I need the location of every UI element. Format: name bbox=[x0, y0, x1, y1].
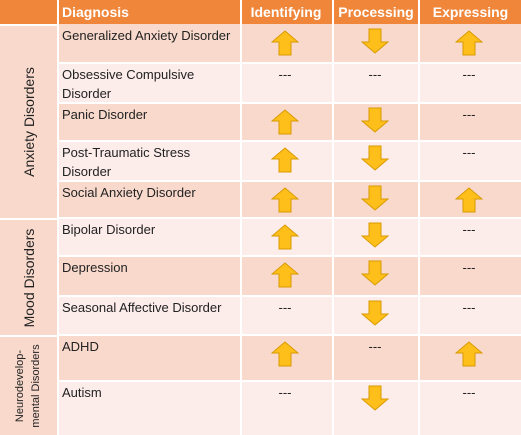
diagnosis-name: Obsessive Compulsive Disorder bbox=[62, 67, 195, 101]
empty-marker: --- bbox=[368, 339, 382, 354]
arrow-up-icon bbox=[455, 187, 483, 213]
diagnosis-name: Panic Disorder bbox=[62, 107, 148, 122]
header-identifying: Identifying bbox=[250, 4, 322, 20]
group-neurodevelopmental-disorders: Neurodevelop- mental Disorders bbox=[0, 335, 57, 435]
empty-marker: --- bbox=[278, 385, 292, 400]
table-row bbox=[0, 63, 521, 103]
group-label-mood: Mood Disorders bbox=[20, 228, 37, 327]
group-label-neurodevelopmental: Neurodevelop- mental Disorders bbox=[13, 344, 45, 427]
row-divider bbox=[57, 217, 521, 219]
header-expressing: Expressing bbox=[432, 4, 509, 20]
arrow-up-icon bbox=[271, 109, 299, 135]
group-label-line-1: Neurodevelop- bbox=[13, 349, 26, 423]
arrow-down-icon bbox=[361, 185, 389, 211]
arrow-down-icon bbox=[361, 385, 389, 411]
diagnosis-name: ADHD bbox=[62, 339, 99, 354]
diagnosis-name: Seasonal Affective Disorder bbox=[62, 300, 222, 315]
row-divider bbox=[57, 140, 521, 142]
diagnosis-name: Bipolar Disorder bbox=[62, 222, 156, 237]
arrow-down-shape-bipolar-disorder-processing bbox=[361, 222, 389, 248]
header-processing: Processing bbox=[338, 4, 414, 20]
arrow-down-shape-social-anxiety-disorder-processing bbox=[361, 185, 389, 211]
empty-marker: --- bbox=[278, 67, 292, 82]
group-label-anxiety: Anxiety Disorders bbox=[20, 67, 37, 177]
arrow-up-icon bbox=[271, 187, 299, 213]
diagnosis-name: Generalized Anxiety Disorder bbox=[62, 28, 231, 43]
row-divider bbox=[57, 180, 521, 182]
table-row bbox=[0, 218, 521, 256]
row-divider bbox=[57, 255, 521, 257]
row-divider bbox=[57, 102, 521, 104]
empty-marker: --- bbox=[368, 67, 382, 82]
empty-marker: --- bbox=[462, 145, 476, 160]
arrow-up-shape-social-anxiety-disorder-identifying bbox=[271, 187, 299, 213]
arrow-up-icon bbox=[455, 30, 483, 56]
table-row bbox=[0, 103, 521, 141]
empty-marker: --- bbox=[462, 300, 476, 315]
empty-marker: --- bbox=[462, 385, 476, 400]
table-row bbox=[0, 381, 521, 435]
empty-marker: --- bbox=[462, 260, 476, 275]
arrow-up-icon bbox=[271, 341, 299, 367]
arrow-down-shape-generalized-anxiety-disorder-processing bbox=[361, 28, 389, 54]
arrow-up-shape-post-traumatic-stress-disorder-identifying bbox=[271, 147, 299, 173]
diagnosis-name: Post-Traumatic Stress Disorder bbox=[62, 145, 191, 179]
arrow-down-shape-depression-processing bbox=[361, 260, 389, 286]
arrow-down-shape-seasonal-affective-disorder-processing bbox=[361, 300, 389, 326]
row-divider bbox=[57, 334, 521, 336]
arrow-down-icon bbox=[361, 28, 389, 54]
table-row bbox=[0, 256, 521, 296]
table-row bbox=[0, 141, 521, 181]
row-divider bbox=[57, 62, 521, 64]
arrow-up-icon bbox=[271, 147, 299, 173]
table-row bbox=[0, 181, 521, 218]
diagnosis-name: Depression bbox=[62, 260, 128, 275]
arrow-up-shape-bipolar-disorder-identifying bbox=[271, 224, 299, 250]
diagnosis-name: Autism bbox=[62, 385, 102, 400]
arrow-down-icon bbox=[361, 145, 389, 171]
arrow-up-shape-generalized-anxiety-disorder-identifying bbox=[271, 30, 299, 56]
group-anxiety-disorders: Anxiety Disorders bbox=[0, 24, 57, 218]
header-diagnosis: Diagnosis bbox=[62, 4, 129, 20]
arrow-down-icon bbox=[361, 300, 389, 326]
arrow-up-shape-adhd-identifying bbox=[271, 341, 299, 367]
empty-marker: --- bbox=[462, 107, 476, 122]
row-divider bbox=[57, 380, 521, 382]
table-row bbox=[0, 335, 521, 381]
group-label-line-2: mental Disorders bbox=[29, 344, 42, 428]
arrow-up-icon bbox=[455, 341, 483, 367]
arrow-down-shape-panic-disorder-processing bbox=[361, 107, 389, 133]
arrow-down-shape-post-traumatic-stress-disorder-processing bbox=[361, 145, 389, 171]
arrow-up-shape-depression-identifying bbox=[271, 262, 299, 288]
empty-marker: --- bbox=[278, 300, 292, 315]
empty-marker: --- bbox=[462, 67, 476, 82]
arrow-up-icon bbox=[271, 262, 299, 288]
diagnosis-name: Social Anxiety Disorder bbox=[62, 185, 196, 200]
arrow-down-icon bbox=[361, 107, 389, 133]
arrow-up-icon bbox=[271, 30, 299, 56]
arrow-up-shape-panic-disorder-identifying bbox=[271, 109, 299, 135]
arrow-down-icon bbox=[361, 222, 389, 248]
table-header: Diagnosis Identifying Processing Express… bbox=[0, 0, 521, 24]
table-row bbox=[0, 24, 521, 63]
arrow-down-icon bbox=[361, 260, 389, 286]
arrow-up-shape-social-anxiety-disorder-expressing bbox=[455, 187, 483, 213]
empty-marker: --- bbox=[462, 222, 476, 237]
group-mood-disorders: Mood Disorders bbox=[0, 218, 57, 335]
table-row bbox=[0, 296, 521, 335]
row-divider bbox=[57, 295, 521, 297]
arrow-down-shape-autism-processing bbox=[361, 385, 389, 411]
arrow-up-shape-generalized-anxiety-disorder-expressing bbox=[455, 30, 483, 56]
arrow-up-shape-adhd-expressing bbox=[455, 341, 483, 367]
arrow-up-icon bbox=[271, 224, 299, 250]
